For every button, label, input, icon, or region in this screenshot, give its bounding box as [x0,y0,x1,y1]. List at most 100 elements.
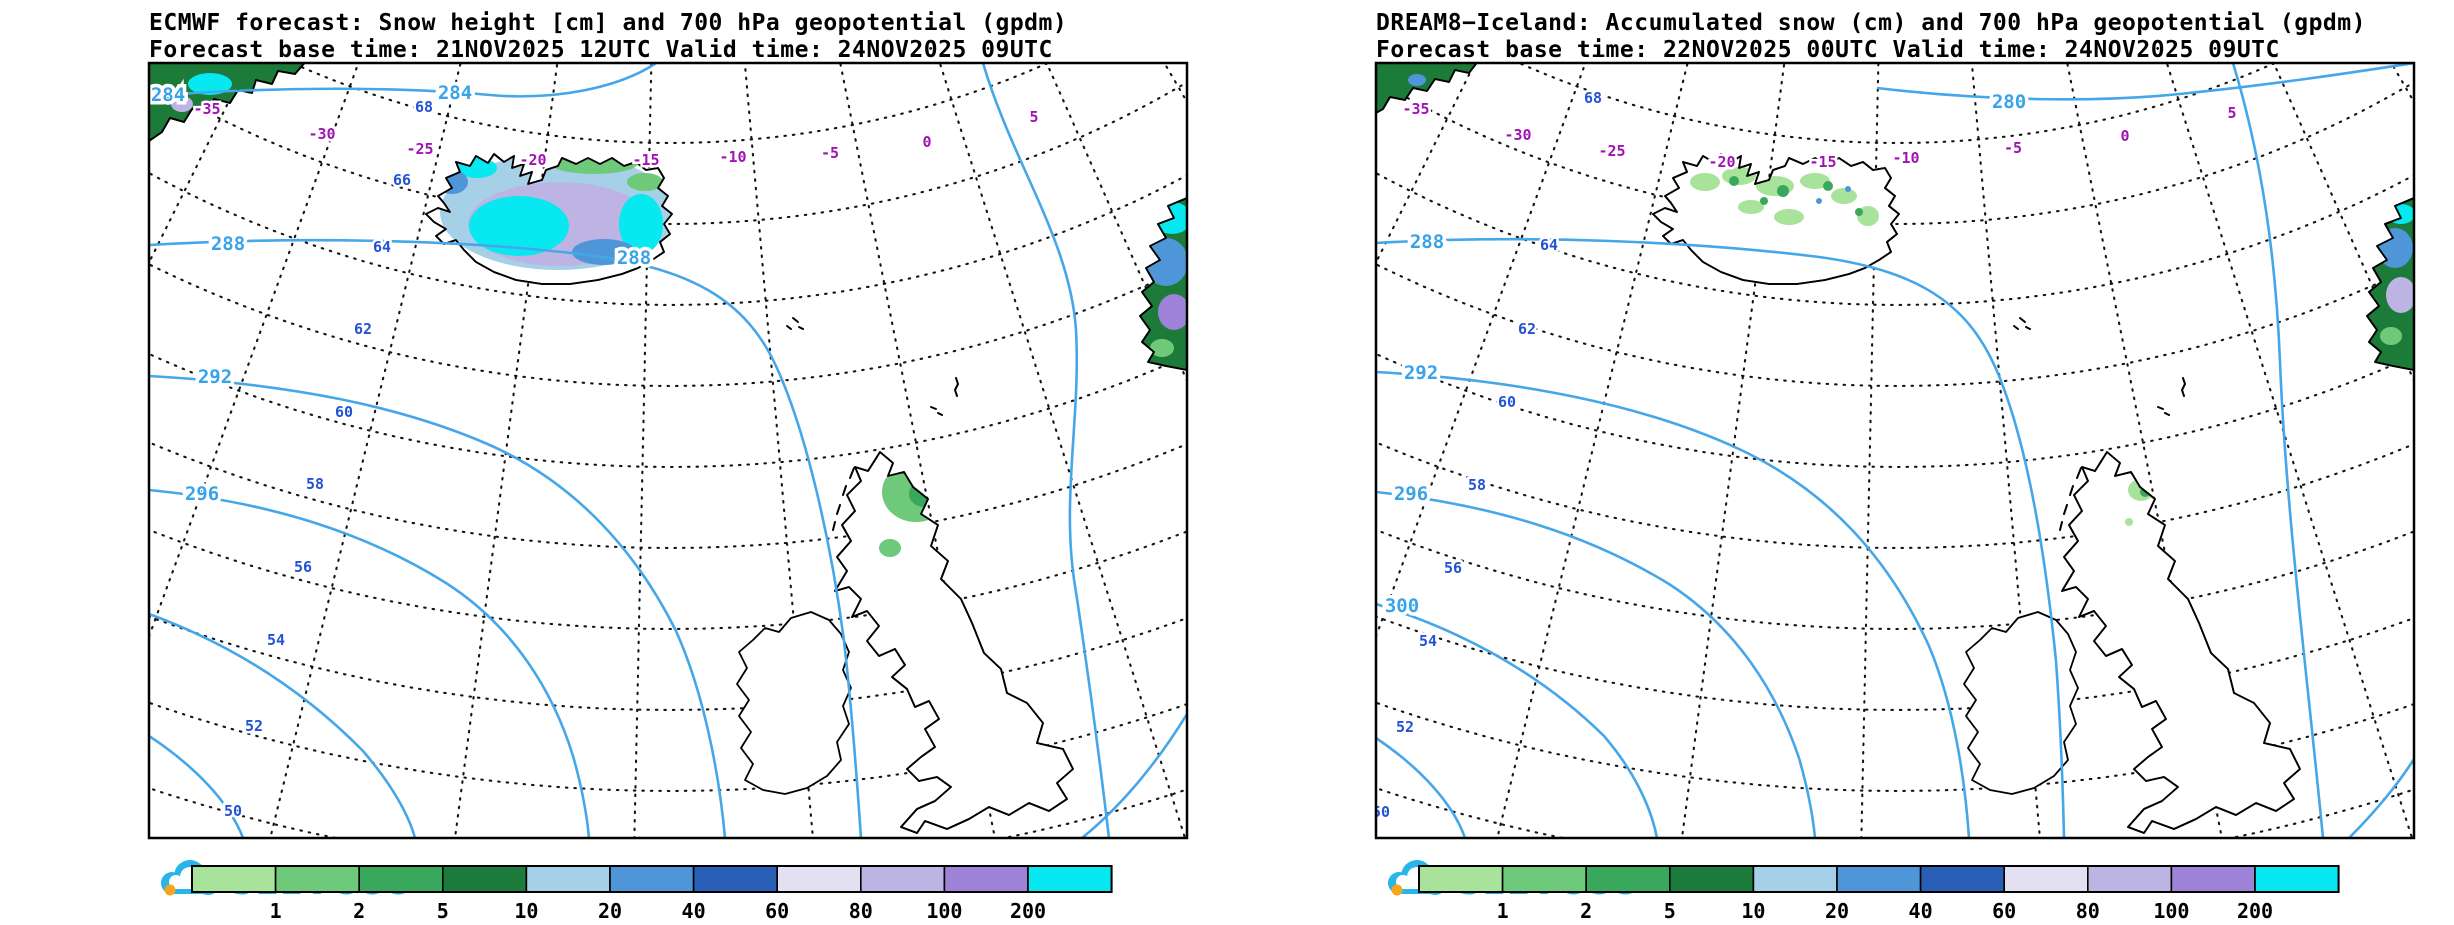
meridian-line [2066,63,2223,838]
latitude-label: 60 [1498,393,1516,411]
legend: 1 2 5 10 20 40 60 80 100 200 [191,865,1113,923]
geopotential-304 [149,734,245,838]
legend-value: 5 [1664,899,1676,923]
latitude-label: 54 [1419,632,1437,650]
meridian-line [1031,0,1227,809]
geopotential-288 [149,238,863,838]
meridian-line [269,63,462,838]
latitude-label: 56 [1444,559,1462,577]
geopotential-label: 288 [211,233,245,255]
legend-swatch [2086,865,2173,893]
longitude-label: -10 [719,148,746,166]
latitude-label: 60 [335,403,353,421]
iceland-snow [436,154,672,270]
legend-value: 20 [1825,899,1849,923]
latitude-label: 66 [393,171,411,189]
hebrides-islands [832,467,855,531]
geopotential-280 [1876,63,2414,101]
legend-value: 20 [598,899,622,923]
legend-value: 100 [2153,899,2189,923]
geopotential-labels: 284 284 288 288 292 296 [149,79,655,509]
geopotential-284-west [149,63,657,98]
legend-swatch [191,865,277,893]
orkney-islands [930,406,943,416]
longitude-label: 0 [922,133,931,151]
meridian-line [1680,63,1786,838]
great-britain-coast [2061,451,2301,834]
geopotential-292 [149,374,727,838]
legend-value: 2 [353,899,365,923]
legend-value: 200 [2237,899,2273,923]
parallel-line [1376,528,2414,631]
panel-subtitle: Forecast base time: 22NOV2025 00UTC Vali… [1376,37,2280,63]
latitude-label: 54 [267,631,285,649]
map-frame [1374,61,2416,840]
geopotential-284-east [981,63,1111,838]
geopotential-296 [149,488,591,838]
parallel-line [1376,701,2414,793]
legend-frame [1418,865,2340,893]
latitude-label: 50 [224,802,242,820]
legend-swatch [358,865,444,893]
latitude-label: 68 [1584,89,1602,107]
geopotential-300 [1376,602,1659,838]
meridian-line [743,63,814,838]
legend-swatch [1836,865,1922,893]
legend-frame [191,865,1113,893]
longitude-label: -35 [1402,100,1429,118]
geopotential-288 [1376,237,2066,838]
legend-swatch [943,865,1029,893]
parallel-line [0,185,1227,925]
map-frame [147,61,1189,840]
legend-value: 1 [270,899,282,923]
sun-dot [164,884,176,896]
latitude-label: 64 [373,238,391,256]
longitude-label: -5 [821,144,839,162]
geopotential-label: 288 [1410,231,1444,253]
geopotential-label: 292 [198,366,232,388]
latitude-label: 68 [415,98,433,116]
panel-title: ECMWF forecast: Snow height [cm] and 700… [149,10,1067,36]
contours [1376,63,2414,838]
meridian-line [1970,63,2041,838]
legend-swatch [1752,865,1838,893]
great-britain-coast [834,451,1074,834]
geopotential-304 [1376,736,1467,838]
meridian-line [839,63,996,838]
geopotential-label: 284 [438,82,472,104]
hebrides-islands [2059,467,2082,531]
meridian-line [1227,0,1465,611]
legend-swatch [2170,865,2256,893]
longitude-label: -10 [1892,149,1919,167]
geopotential-corner [2348,758,2414,838]
legend-value: 60 [1992,899,2016,923]
sun-dot [1391,884,1403,896]
longitude-label: -20 [1708,153,1735,171]
legend-swatch [274,865,361,893]
legend-swatch [1585,865,1671,893]
geopotential-label: 296 [1394,483,1428,505]
geopotential-label: 288 [617,247,651,269]
legend-value: 10 [514,899,538,923]
longitude-label: -30 [308,125,335,143]
latitude-label: 58 [1468,476,1486,494]
legend-value: 40 [682,899,706,923]
meridian-line [633,63,653,838]
geopotential-label: 284 [151,84,185,106]
faroe-islands [2013,317,2031,330]
legend-swatch [1418,865,1504,893]
faroe-islands [786,317,804,330]
longitude-label: 0 [2120,127,2129,145]
legend-value: 60 [765,899,789,923]
legend-value: 5 [437,899,449,923]
legend: 1 2 5 10 20 40 60 80 100 200 [1418,865,2340,923]
ecmwf-map: ECMWF forecast: Snow height [cm] and 700… [0,0,1227,925]
panel-ecmwf: ECMWF forecast: Snow height [cm] and 700… [0,0,1227,925]
graticule [0,0,1227,925]
meridian-line [938,63,1187,838]
longitude-label: -15 [1809,153,1836,171]
meridian-line [1376,63,1587,640]
orkney-islands [2157,406,2170,416]
longitude-label: -5 [2004,139,2022,157]
latitude-label: 62 [354,320,372,338]
